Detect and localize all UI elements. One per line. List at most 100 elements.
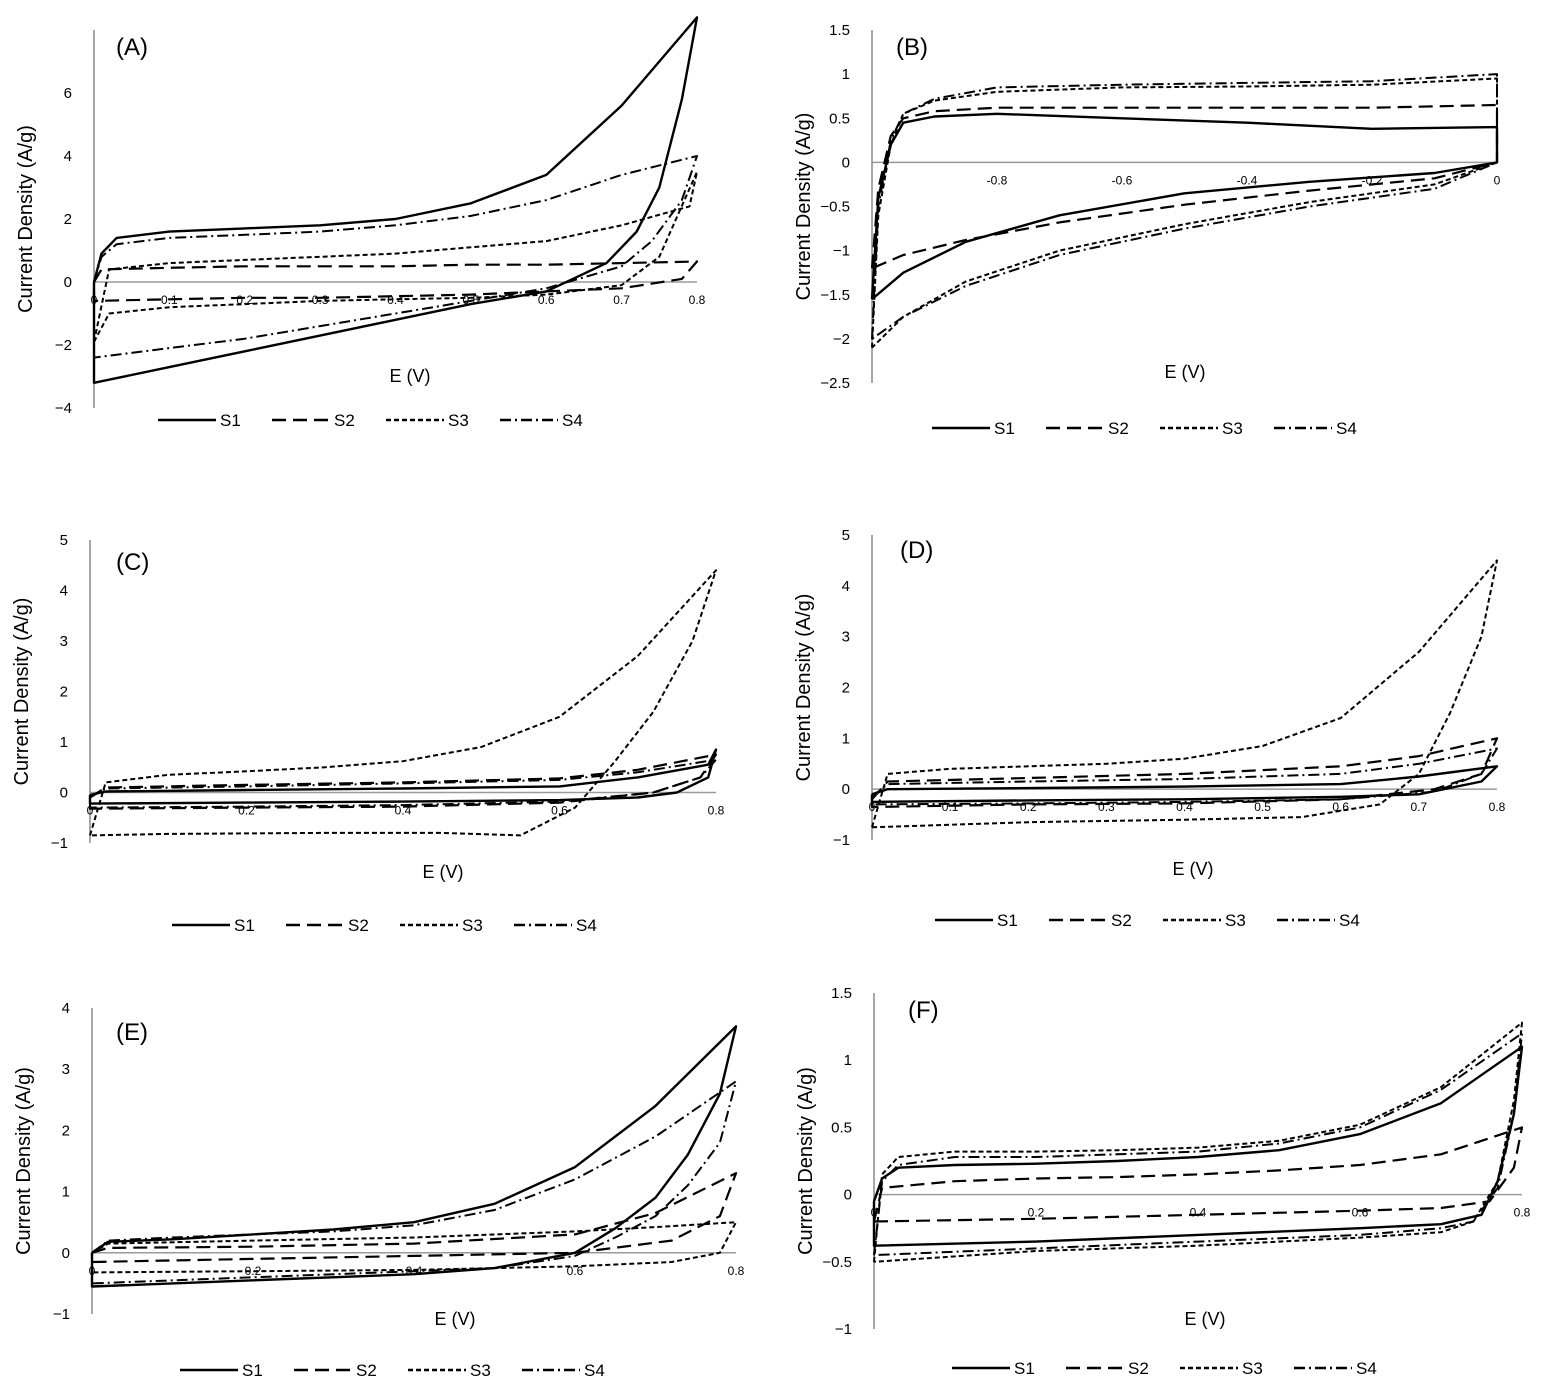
y-tick-label: 1 — [62, 1184, 70, 1201]
y-tick-label: 1 — [60, 734, 68, 751]
x-axis-label: E (V) — [389, 366, 430, 386]
x-tick-label: 0.8 — [1489, 800, 1506, 814]
y-tick-label: 0.5 — [831, 1119, 852, 1136]
legend-label-s1: S1 — [234, 916, 255, 935]
series-s2-curve — [870, 737, 1499, 809]
y-tick-label: 0 — [60, 785, 68, 802]
series-s1-curve — [872, 1045, 1524, 1247]
y-tick-label: 5 — [60, 532, 68, 549]
legend-label-s2: S2 — [1111, 911, 1132, 930]
x-axis-label: E (V) — [1164, 362, 1205, 382]
x-tick-label: -0.6 — [1112, 173, 1133, 187]
x-tick-label: 0.6 — [1332, 800, 1349, 814]
legend-label-s2: S2 — [334, 411, 355, 430]
y-tick-label: 0.5 — [829, 110, 850, 127]
panel-title: (E) — [116, 1019, 148, 1046]
series-s2-curve — [92, 260, 699, 302]
y-tick-label: 1.5 — [831, 985, 852, 1002]
legend-label-s2: S2 — [348, 916, 369, 935]
legend-label-s1: S1 — [997, 911, 1018, 930]
y-tick-label: −4 — [55, 400, 72, 417]
legend-label-s4: S4 — [1356, 1359, 1377, 1378]
y-tick-label: 0 — [62, 1245, 70, 1262]
x-axis-label: E (V) — [1184, 1309, 1225, 1329]
y-tick-label: −1 — [53, 1306, 70, 1323]
series-s2-curve — [90, 1172, 738, 1264]
y-tick-label: 6 — [64, 85, 72, 102]
legend-label-s1: S1 — [1014, 1359, 1035, 1378]
series-s4-curve — [93, 155, 698, 359]
y-tick-label: 1 — [842, 66, 850, 83]
panel-title: (A) — [116, 34, 148, 61]
legend-label-s2: S2 — [1108, 419, 1129, 438]
series-s1-curve — [870, 112, 1499, 301]
x-tick-label: 0 — [1494, 173, 1501, 187]
panel-title: (C) — [116, 549, 149, 576]
series-s2-curve — [870, 103, 1499, 270]
y-tick-label: 0 — [844, 1187, 852, 1204]
y-tick-label: −2 — [833, 331, 850, 348]
y-tick-label: 4 — [62, 1000, 70, 1017]
legend-label-s4: S4 — [584, 1361, 605, 1380]
x-axis-label: E (V) — [1172, 859, 1213, 879]
series-s2-curve — [872, 1126, 1524, 1223]
y-tick-label: −1 — [835, 1321, 852, 1338]
y-tick-label: 5 — [842, 527, 850, 544]
y-axis-label: Current Density (A/g) — [795, 1067, 817, 1255]
legend-label-s3: S3 — [470, 1361, 491, 1380]
x-tick-label: 0.2 — [1028, 1206, 1045, 1220]
y-tick-label: 3 — [60, 633, 68, 650]
x-tick-label: -0.4 — [1237, 173, 1258, 187]
series-s4-curve — [871, 73, 1498, 340]
panel-title: (D) — [900, 537, 933, 564]
panel-B: −2.5−2−1.5−1−0.500.511.5-0.8 -0.6 -0.4 -0.2… — [793, 22, 1501, 438]
legend-label-s1: S1 — [220, 411, 241, 430]
y-axis-label: Current Density (A/g) — [13, 1067, 35, 1255]
y-tick-label: 0 — [842, 781, 850, 798]
y-tick-label: −0.5 — [820, 199, 850, 216]
legend-label-s3: S3 — [1225, 911, 1246, 930]
series-s4-curve — [91, 1080, 737, 1285]
x-axis-label: E (V) — [422, 862, 463, 882]
y-axis-label: Current Density (A/g) — [793, 113, 815, 301]
legend-label-s1: S1 — [242, 1361, 263, 1380]
y-tick-label: 1 — [844, 1052, 852, 1069]
x-tick-label: 0.7 — [1411, 800, 1428, 814]
y-tick-label: 0 — [64, 274, 72, 291]
x-tick-label: 0.2 — [245, 1264, 262, 1278]
x-tick-label: 0.8 — [708, 804, 725, 818]
x-tick-label: 0.5 — [1254, 800, 1271, 814]
y-tick-label: 3 — [842, 629, 850, 646]
series-s4-curve — [873, 1032, 1523, 1257]
panel-title: (B) — [896, 34, 928, 61]
y-tick-label: 0 — [842, 154, 850, 171]
y-tick-label: −2.5 — [820, 375, 850, 392]
y-tick-label: 3 — [62, 1061, 70, 1078]
x-axis-label: E (V) — [434, 1309, 475, 1329]
legend-label-s1: S1 — [994, 419, 1015, 438]
series-s3-curve — [91, 1221, 737, 1274]
y-tick-label: 2 — [842, 680, 850, 697]
series-s3-curve — [93, 170, 698, 343]
x-tick-label: 0.8 — [728, 1264, 745, 1278]
y-tick-label: −1 — [51, 835, 68, 852]
x-tick-label: -0.8 — [987, 173, 1008, 187]
y-tick-label: 1 — [842, 730, 850, 747]
x-tick-label: 0.8 — [689, 293, 706, 307]
series-s3-curve — [89, 569, 717, 837]
x-tick-label: 0 — [87, 804, 94, 818]
y-axis-label: Current Density (A/g) — [793, 594, 815, 782]
series-s4-curve — [871, 747, 1498, 806]
legend-label-s3: S3 — [1242, 1359, 1263, 1378]
x-tick-label: 0.7 — [613, 293, 630, 307]
legend-label-s3: S3 — [448, 411, 469, 430]
x-tick-label: 0.2 — [1020, 800, 1037, 814]
y-tick-label: 1.5 — [829, 22, 850, 39]
y-tick-label: 2 — [62, 1122, 70, 1139]
panel-title: (F) — [908, 997, 939, 1024]
series-s3-curve — [873, 1021, 1523, 1263]
